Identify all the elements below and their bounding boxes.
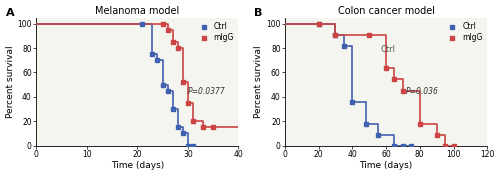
X-axis label: Time (days): Time (days) xyxy=(360,161,412,170)
mIgG xyxy=(200,126,206,128)
Text: B: B xyxy=(254,8,263,17)
Line: Ctrl: Ctrl xyxy=(316,21,414,148)
Text: Ctrl: Ctrl xyxy=(381,45,396,54)
mIgG xyxy=(164,29,170,31)
Y-axis label: Percent survival: Percent survival xyxy=(254,45,264,118)
mIgG xyxy=(316,23,322,25)
Ctrl xyxy=(341,45,347,47)
Line: mIgG: mIgG xyxy=(160,21,216,130)
Title: Melanoma model: Melanoma model xyxy=(95,6,180,15)
Ctrl xyxy=(170,108,175,110)
Ctrl xyxy=(154,59,160,61)
Ctrl xyxy=(140,23,145,25)
Ctrl xyxy=(316,23,322,25)
mIgG xyxy=(180,81,186,83)
Legend: Ctrl, mIgG: Ctrl, mIgG xyxy=(444,21,484,43)
Title: Colon cancer model: Colon cancer model xyxy=(338,6,434,15)
Ctrl xyxy=(408,144,414,147)
mIgG xyxy=(400,90,406,92)
Ctrl xyxy=(392,144,398,147)
mIgG xyxy=(383,67,389,69)
mIgG xyxy=(174,47,180,49)
Ctrl xyxy=(190,144,196,147)
Ctrl xyxy=(363,122,369,125)
mIgG xyxy=(170,41,175,43)
Y-axis label: Percent survival: Percent survival xyxy=(6,45,15,118)
Text: A: A xyxy=(6,8,15,17)
Ctrl xyxy=(174,126,180,128)
mIgG xyxy=(160,23,166,25)
mIgG xyxy=(185,102,191,104)
Ctrl xyxy=(350,101,356,103)
Ctrl xyxy=(160,84,166,86)
Ctrl xyxy=(150,53,156,55)
mIgG xyxy=(332,34,338,36)
mIgG xyxy=(392,77,398,80)
Line: mIgG: mIgG xyxy=(316,21,456,148)
mIgG xyxy=(210,126,216,128)
mIgG xyxy=(366,34,372,36)
mIgG xyxy=(190,120,196,122)
mIgG xyxy=(417,122,423,125)
Ctrl xyxy=(164,90,170,92)
mIgG xyxy=(434,133,440,136)
Ctrl xyxy=(400,144,406,147)
Ctrl xyxy=(332,34,338,36)
Text: P=0.0377: P=0.0377 xyxy=(188,87,226,96)
Text: P=0.036: P=0.036 xyxy=(406,87,439,96)
X-axis label: Time (days): Time (days) xyxy=(110,161,164,170)
Ctrl xyxy=(374,133,380,136)
mIgG xyxy=(450,144,456,147)
Legend: Ctrl, mIgG: Ctrl, mIgG xyxy=(195,21,234,43)
Ctrl xyxy=(185,144,191,147)
Ctrl xyxy=(180,132,186,134)
mIgG xyxy=(442,144,448,147)
Line: Ctrl: Ctrl xyxy=(140,21,196,148)
